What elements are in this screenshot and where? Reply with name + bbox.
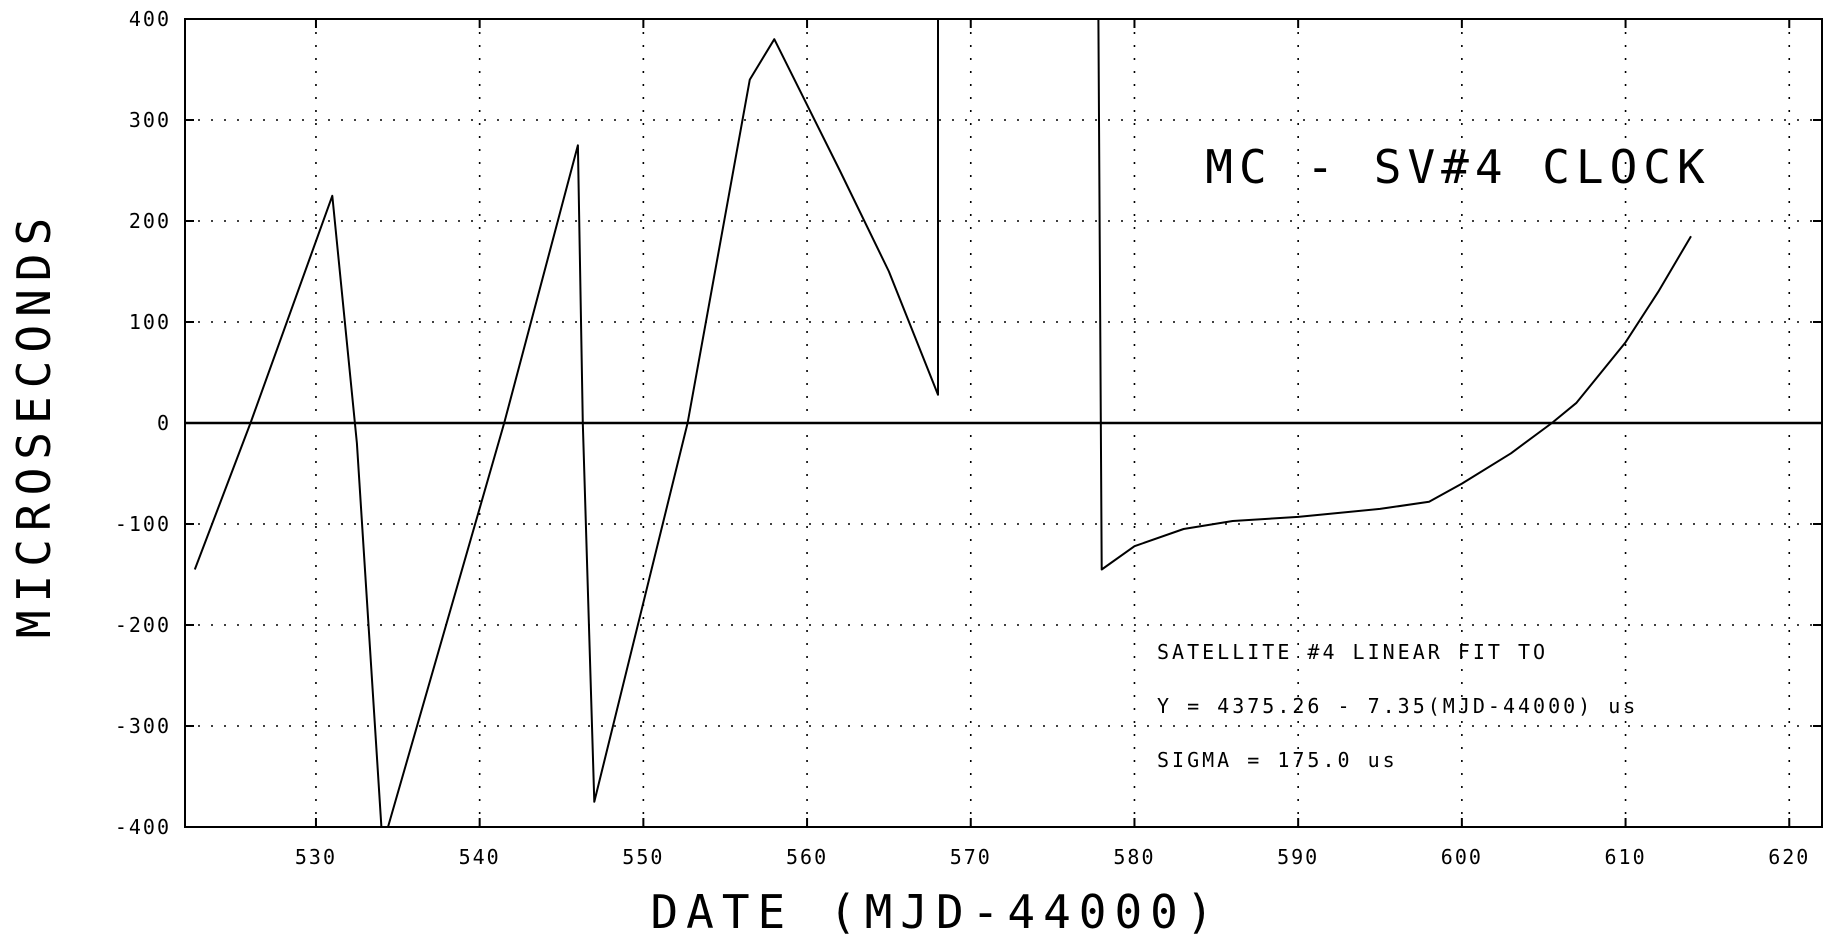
x-tick-label: 590 [1277,845,1319,869]
x-tick-label: 550 [622,845,664,869]
y-axis-title: MICROSECONDS [7,210,61,638]
x-tick-label: 610 [1604,845,1646,869]
x-tick-label: 580 [1113,845,1155,869]
y-tick-label: -200 [115,613,171,637]
x-tick-label: 600 [1441,845,1483,869]
x-axis-title: DATE (MJD-44000) [650,885,1221,938]
annotation-sigma: SIGMA = 175.0 us [1157,748,1398,772]
x-tick-label: 530 [295,845,337,869]
y-tick-label: -400 [115,815,171,839]
annotation-fit-equation: Y = 4375.26 - 7.35(MJD-44000) us [1157,694,1638,718]
tick-marks [185,18,1822,828]
series-line-segment [387,19,939,828]
y-tick-label: 100 [129,310,171,334]
x-tick-label: 620 [1768,845,1810,869]
y-tick-label: -100 [115,512,171,536]
y-tick-label: 0 [157,411,171,435]
y-tick-label: 300 [129,108,171,132]
y-tick-label: 400 [129,7,171,31]
y-tick-label: -300 [115,714,171,738]
x-tick-label: 570 [950,845,992,869]
x-tick-labels: 530 540 550 560 570 580 590 600 610 620 [295,845,1810,869]
series-clock-offset [193,18,1692,828]
series-line-segment [193,194,383,828]
chart-title: MC - SV#4 CLOCK [1205,140,1710,194]
annotation-fit-heading: SATELLITE #4 LINEAR FIT TO [1157,640,1548,664]
series-line-segment [1097,18,1692,571]
x-tick-label: 540 [459,845,501,869]
x-tick-label: 560 [786,845,828,869]
y-tick-labels: -400 -300 -200 -100 0 100 200 300 400 [115,7,171,839]
y-tick-label: 200 [129,209,171,233]
